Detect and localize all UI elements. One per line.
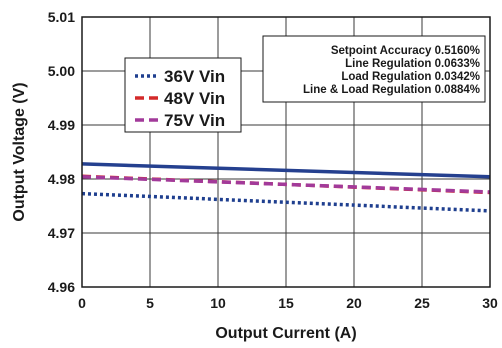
stats-frame [262,35,486,103]
x-tick-label: 25 [414,295,430,311]
stat-line: Load Regulation 0.0342% [341,71,480,83]
y-tick-label: 4.96 [48,279,75,295]
x-tick-label: 15 [278,295,294,311]
y-tick-label: 4.98 [48,171,75,187]
stats-box: Setpoint Accuracy 0.5160%Line Regulation… [262,35,486,103]
x-tick-label: 30 [482,295,498,311]
y-tick-label: 5.00 [48,63,75,79]
y-tick-label: 4.99 [48,117,75,133]
series-line [81,191,491,213]
series-layer [81,162,491,213]
x-tick-label: 10 [210,295,226,311]
x-tick-label: 20 [346,295,362,311]
stat-line: Line & Load Regulation 0.0884% [303,84,480,96]
legend-label: 48V Vin [164,89,225,108]
y-tick-label: 4.97 [48,225,75,241]
legend: 36V Vin 48V Vin 75V Vin [124,57,242,133]
legend-label: 75V Vin [164,111,225,130]
x-tick-label: 5 [146,295,154,311]
series-line [81,175,491,194]
tick-labels: 0 5 10 15 20 25 30 4.96 4.97 4.98 4.99 5.00 5.01 [48,9,498,311]
x-axis-title: Output Current (A) [215,325,356,342]
stat-line: Setpoint Accuracy 0.5160% [331,45,480,57]
series-line [81,162,491,179]
stat-line: Line Regulation 0.0633% [345,58,480,70]
x-tick-label: 0 [78,295,86,311]
y-tick-label: 5.01 [48,9,75,25]
legend-box [124,57,242,133]
y-axis-title: Output Voltage (V) [11,82,28,221]
plot-frame [81,16,491,288]
legend-label: 36V Vin [164,67,225,86]
